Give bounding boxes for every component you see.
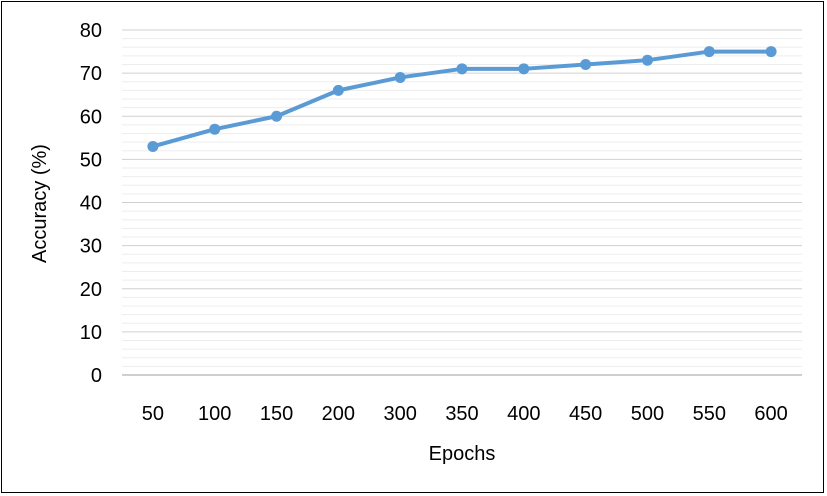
y-tick-label: 80: [80, 20, 102, 42]
y-axis-title: Accuracy (%): [29, 144, 51, 263]
y-tick-label: 50: [80, 149, 102, 171]
gridlines: [122, 29, 802, 376]
x-tick-label: 600: [754, 403, 787, 425]
data-point: [703, 46, 715, 58]
x-tick-label: 350: [445, 403, 478, 425]
x-tick-label: 200: [322, 403, 355, 425]
data-point: [765, 46, 777, 58]
data-point: [332, 84, 344, 96]
data-point: [518, 63, 530, 75]
y-tick-label: 30: [80, 236, 102, 258]
y-tick-label: 10: [80, 322, 102, 344]
data-point: [580, 59, 592, 70]
x-tick-label: 50: [142, 403, 164, 425]
data-point: [641, 54, 653, 66]
y-tick-labels: 0 10 20 30 40 50 60 70 80: [80, 20, 102, 387]
data-point: [271, 110, 283, 122]
y-tick-label: 40: [80, 193, 102, 215]
x-tick-label: 550: [693, 403, 726, 425]
x-tick-label: 300: [383, 403, 416, 425]
y-tick-label: 60: [80, 106, 102, 128]
data-point: [209, 123, 221, 135]
x-axis-title: Epochs: [429, 443, 496, 465]
x-tick-label: 500: [631, 403, 664, 425]
x-tick-label: 150: [260, 403, 293, 425]
data-points: [147, 46, 777, 152]
y-tick-label: 0: [91, 365, 102, 387]
x-tick-labels: 50 100 150 200 300 350 400 450 500 550 600: [142, 403, 788, 425]
data-point: [394, 71, 406, 83]
x-tick-label: 400: [507, 403, 540, 425]
data-point: [456, 63, 468, 75]
data-point: [147, 140, 159, 152]
x-tick-label: 100: [198, 403, 231, 425]
y-tick-label: 20: [80, 279, 102, 301]
y-tick-label: 70: [80, 63, 102, 85]
x-tick-label: 450: [569, 403, 602, 425]
